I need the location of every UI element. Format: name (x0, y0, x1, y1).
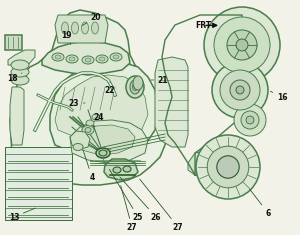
Polygon shape (50, 61, 158, 155)
Circle shape (236, 39, 248, 51)
Polygon shape (155, 57, 188, 147)
Ellipse shape (99, 150, 107, 156)
Ellipse shape (113, 55, 119, 59)
Ellipse shape (133, 76, 143, 90)
Text: 13: 13 (9, 208, 35, 222)
Ellipse shape (113, 167, 121, 173)
Text: 19: 19 (61, 31, 71, 44)
Circle shape (234, 104, 266, 136)
Polygon shape (8, 50, 35, 65)
Ellipse shape (69, 57, 75, 61)
Text: 25: 25 (110, 169, 143, 222)
Ellipse shape (85, 58, 91, 62)
Ellipse shape (52, 53, 64, 61)
Circle shape (217, 156, 239, 178)
Ellipse shape (92, 22, 98, 34)
Ellipse shape (123, 166, 131, 172)
Polygon shape (104, 159, 138, 180)
Polygon shape (42, 41, 130, 75)
Ellipse shape (96, 148, 110, 158)
Circle shape (230, 80, 250, 100)
Polygon shape (188, 150, 218, 180)
Ellipse shape (99, 57, 105, 61)
Circle shape (204, 7, 280, 83)
Ellipse shape (66, 55, 78, 63)
Ellipse shape (82, 22, 88, 34)
Text: 21: 21 (151, 75, 168, 85)
Ellipse shape (110, 53, 122, 61)
Ellipse shape (11, 75, 29, 85)
Ellipse shape (130, 80, 140, 94)
Ellipse shape (96, 55, 108, 63)
Ellipse shape (85, 128, 91, 133)
Ellipse shape (126, 76, 144, 98)
Text: 6: 6 (250, 189, 271, 218)
Text: 20: 20 (82, 12, 101, 26)
Circle shape (220, 70, 260, 110)
Text: 16: 16 (271, 91, 287, 102)
Circle shape (241, 111, 259, 129)
Text: 23: 23 (69, 98, 85, 107)
Ellipse shape (71, 22, 79, 34)
Circle shape (207, 146, 249, 188)
Ellipse shape (73, 144, 83, 150)
Polygon shape (5, 35, 22, 50)
Ellipse shape (11, 60, 29, 70)
Circle shape (212, 62, 268, 118)
Text: 18: 18 (7, 73, 22, 82)
Text: 4: 4 (83, 150, 94, 181)
Polygon shape (70, 131, 90, 149)
Polygon shape (5, 147, 72, 220)
Polygon shape (55, 15, 108, 43)
Text: 27: 27 (121, 186, 137, 231)
Polygon shape (76, 125, 135, 155)
Ellipse shape (61, 22, 68, 34)
Ellipse shape (55, 55, 61, 59)
Text: FRT: FRT (195, 21, 211, 30)
Ellipse shape (92, 114, 100, 120)
Circle shape (227, 30, 257, 60)
Circle shape (246, 116, 254, 124)
Circle shape (196, 135, 260, 199)
Ellipse shape (82, 56, 94, 64)
Polygon shape (10, 10, 168, 185)
Text: 26: 26 (120, 177, 161, 222)
Ellipse shape (133, 83, 137, 90)
Text: 27: 27 (140, 179, 183, 231)
Polygon shape (70, 120, 148, 163)
Circle shape (214, 17, 270, 73)
Ellipse shape (86, 120, 94, 126)
Ellipse shape (82, 125, 94, 134)
Circle shape (236, 86, 244, 94)
Polygon shape (10, 87, 24, 145)
Ellipse shape (11, 67, 29, 77)
Text: 24: 24 (94, 113, 104, 127)
Text: 22: 22 (105, 82, 115, 94)
Polygon shape (55, 75, 148, 139)
